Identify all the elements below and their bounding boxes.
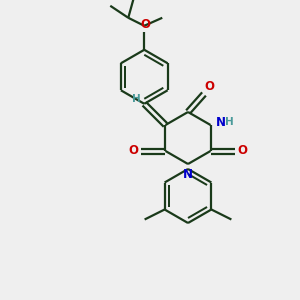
Text: H: H	[224, 117, 233, 127]
Text: N: N	[215, 116, 226, 128]
Text: O: O	[140, 18, 150, 31]
Text: O: O	[128, 145, 139, 158]
Text: N: N	[183, 168, 193, 181]
Text: O: O	[238, 145, 248, 158]
Text: H: H	[132, 94, 141, 104]
Text: O: O	[204, 80, 214, 94]
